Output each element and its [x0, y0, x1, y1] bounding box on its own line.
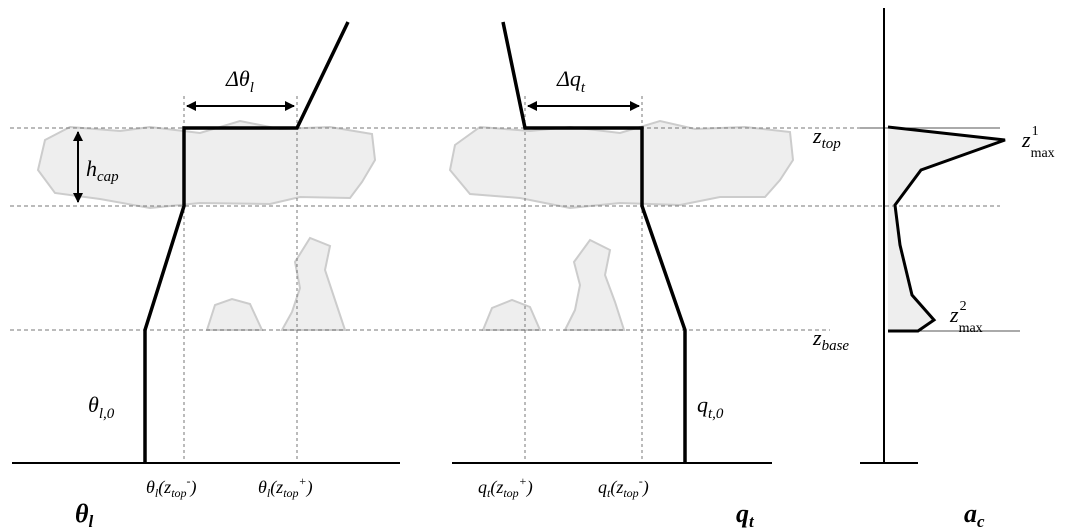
ac-profile-fill [888, 127, 1005, 331]
theta-plus-label: θl(ztop+) [258, 474, 313, 500]
theta-l0-label: θl,0 [88, 392, 115, 422]
h-cap-label: hcap [86, 156, 119, 185]
q-profile [501, 21, 687, 463]
cloud-small-right-2 [563, 238, 626, 331]
delta-theta-label: Δθl [225, 66, 254, 96]
cloud-top-right [448, 119, 795, 210]
panel-title-ac: ac [964, 499, 985, 530]
q-plus-label: qt(ztop+) [478, 474, 533, 500]
cloud-small-left-2 [280, 236, 347, 331]
theta-profile [143, 21, 350, 463]
q-t0-label: qt,0 [697, 392, 724, 422]
panel-title-q: qt [736, 499, 755, 530]
z-top-label: ztop [812, 123, 841, 152]
theta-minus-label: θl(ztop-) [146, 474, 197, 500]
q-minus-label: qt(ztop-) [598, 474, 649, 500]
delta-q-label: Δqt [556, 66, 586, 96]
panel-title-theta: θl [75, 499, 94, 530]
ac-profile [887, 125, 1006, 333]
z2-max-label: z2 max [949, 299, 983, 336]
cloud-small-left-1 [205, 297, 264, 331]
clouds [36, 119, 1005, 331]
z1-max-label: z1 max [1021, 124, 1055, 161]
axes [12, 8, 918, 464]
cloud-small-right-1 [481, 298, 542, 331]
z-base-label: zbase [812, 325, 849, 354]
